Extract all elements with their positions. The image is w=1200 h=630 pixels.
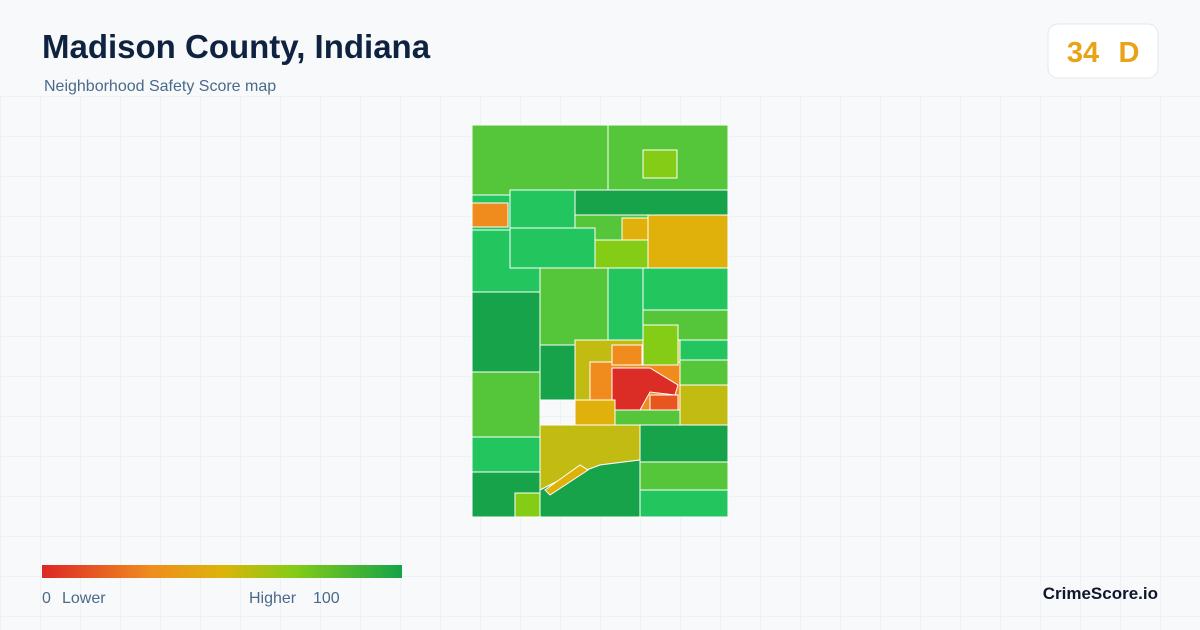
region — [509, 189, 576, 231]
region — [574, 189, 729, 216]
region — [639, 424, 729, 463]
score-value: 34 — [1067, 37, 1099, 69]
region — [642, 267, 729, 311]
legend-max: 100 — [313, 590, 340, 607]
score-grade: D — [1119, 37, 1140, 69]
region — [574, 399, 616, 426]
region — [471, 202, 509, 228]
region — [679, 339, 729, 361]
legend-min: 0 — [42, 590, 51, 607]
region — [471, 436, 541, 473]
brand: CrimeScore.io — [1043, 584, 1158, 603]
title: Madison County, Indiana — [42, 28, 431, 65]
subtitle: Neighborhood Safety Score map — [44, 78, 276, 95]
region — [471, 291, 541, 373]
legend-scale — [42, 565, 402, 578]
region — [642, 324, 679, 366]
region — [471, 371, 541, 438]
county-map — [471, 124, 729, 518]
legend-max-label: Higher — [249, 590, 297, 607]
region — [642, 149, 678, 179]
region — [594, 239, 649, 269]
region — [611, 344, 643, 366]
region — [544, 464, 589, 496]
region — [539, 344, 576, 401]
region — [647, 214, 729, 269]
region — [649, 394, 679, 411]
region — [514, 492, 541, 518]
region — [471, 124, 609, 196]
region — [679, 384, 729, 426]
region — [639, 489, 729, 518]
legend-min-label: Lower — [62, 590, 106, 607]
region — [679, 359, 729, 386]
region — [539, 267, 609, 346]
region — [509, 227, 596, 269]
region — [639, 461, 729, 491]
region — [614, 409, 681, 426]
region — [607, 267, 644, 341]
score-badge — [1047, 23, 1159, 79]
